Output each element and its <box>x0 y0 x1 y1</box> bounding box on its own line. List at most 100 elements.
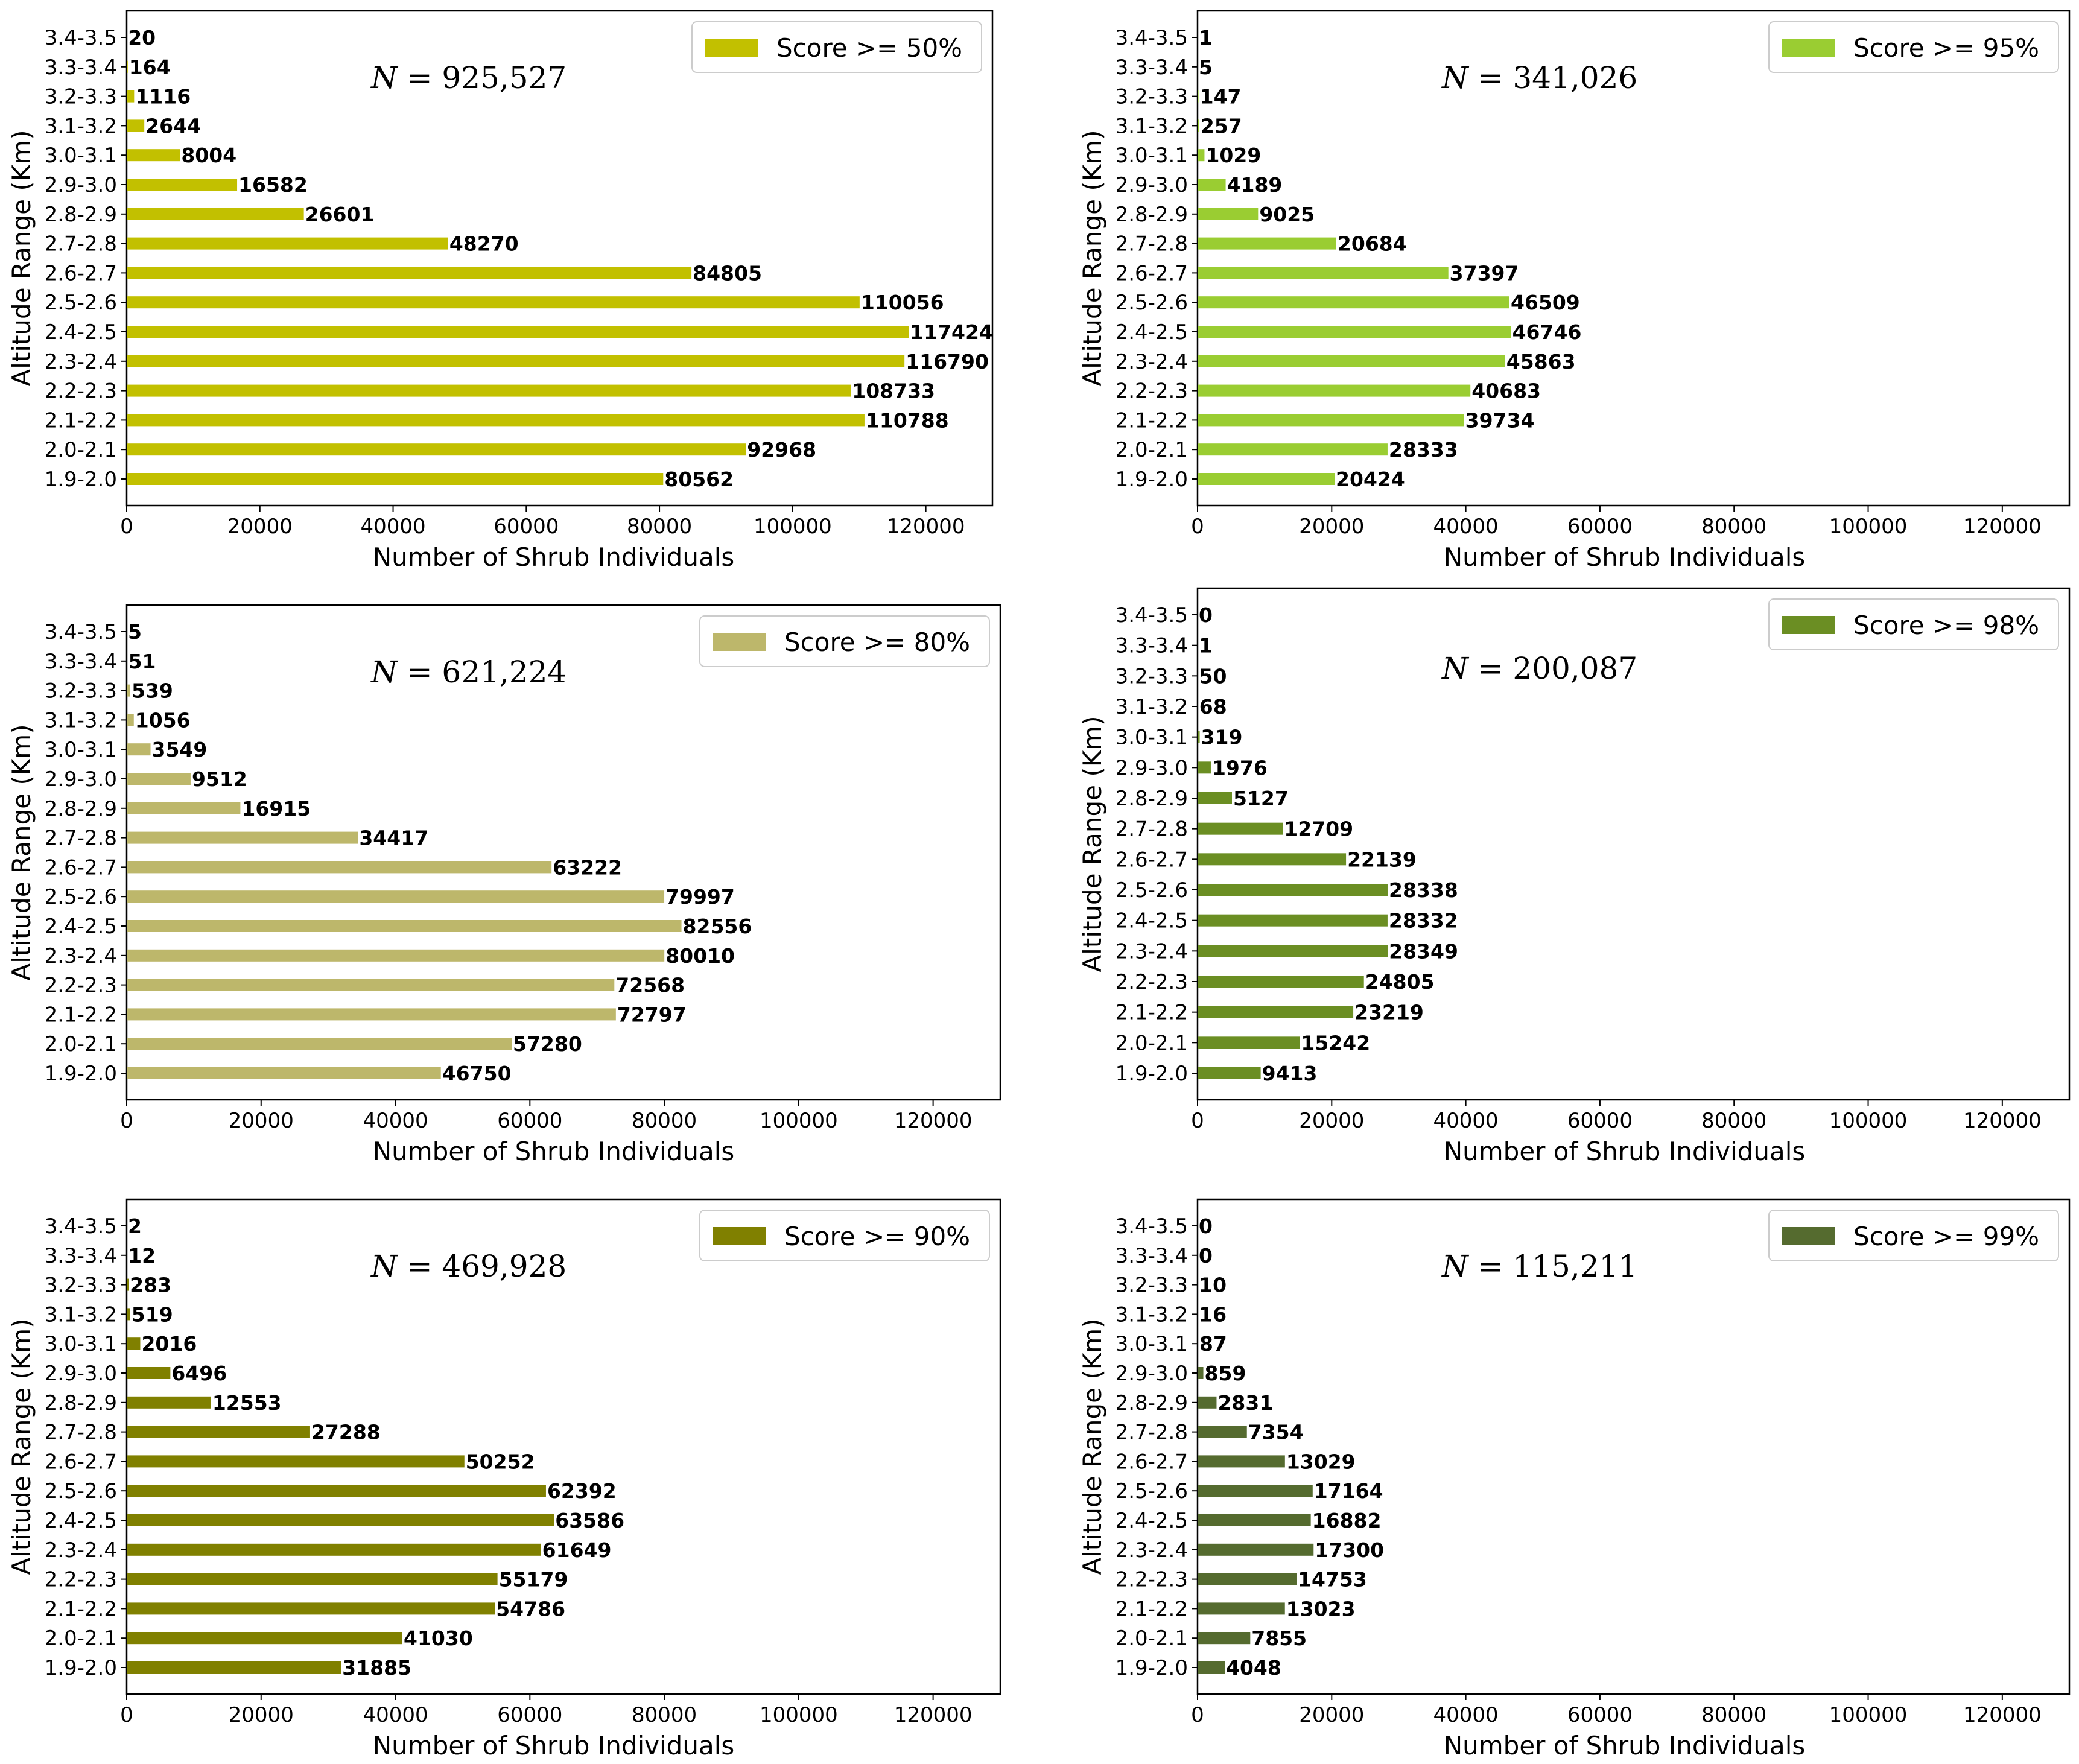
bar-2.0-2.1 <box>1198 1632 1251 1645</box>
x-axis-title: Number of Shrub Individuals <box>373 1137 735 1166</box>
y-axis-title: Altitude Range (Km) <box>1078 715 1107 972</box>
bar-2.8-2.9 <box>127 802 241 814</box>
legend-swatch <box>1782 39 1835 57</box>
data-label: 110788 <box>866 408 949 432</box>
y-tick-label: 2.8-2.9 <box>1116 1391 1188 1415</box>
x-tick-label: 120000 <box>887 515 965 539</box>
y-tick-label: 2.2-2.3 <box>45 974 117 998</box>
y-tick-label: 3.1-3.2 <box>45 1302 117 1327</box>
y-tick-label: 2.3-2.4 <box>1116 939 1188 963</box>
data-label: 79997 <box>665 885 735 909</box>
bar-2.1-2.2 <box>127 1008 616 1021</box>
data-label: 283 <box>130 1274 171 1297</box>
bar-3.0-3.1 <box>127 149 180 162</box>
data-label: 4048 <box>1226 1656 1281 1680</box>
y-tick-label: 3.0-3.1 <box>1116 1332 1188 1356</box>
y-tick-label: 3.0-3.1 <box>45 1332 117 1356</box>
x-tick-label: 120000 <box>1963 1109 2042 1133</box>
data-label: 62392 <box>547 1479 617 1503</box>
data-label: 51 <box>129 650 156 673</box>
y-tick-label: 2.0-2.1 <box>45 438 117 462</box>
data-label: 5127 <box>1233 787 1289 810</box>
legend-swatch <box>713 1227 766 1245</box>
y-tick-label: 2.9-3.0 <box>1116 173 1188 197</box>
data-label: 16 <box>1199 1302 1227 1326</box>
bar-1.9-2.0 <box>1198 473 1335 485</box>
data-label: 13029 <box>1286 1450 1356 1473</box>
data-label: 48270 <box>449 232 519 256</box>
chart-panel-5: 1.9-2.0 31885 2.0-2.1 41030 2.1-2.2 54786 2.2-… <box>7 1198 1001 1760</box>
chart-panel-4: 1.9-2.0 9413 2.0-2.1 15242 2.1-2.2 23219 2.2-2… <box>1078 587 2071 1166</box>
data-label: 6496 <box>171 1362 227 1385</box>
bar-2.9-3.0 <box>1198 1367 1204 1379</box>
bar-2.1-2.2 <box>1198 1602 1285 1615</box>
y-tick-label: 3.4-3.5 <box>1116 603 1188 627</box>
x-tick-label: 40000 <box>1433 1109 1499 1133</box>
x-tick-label: 0 <box>120 1109 133 1133</box>
y-tick-label: 3.2-3.3 <box>45 85 117 109</box>
bar-2.6-2.7 <box>1198 1455 1285 1468</box>
y-tick-label: 3.4-3.5 <box>1116 1214 1188 1239</box>
x-tick-label: 40000 <box>1433 515 1499 539</box>
x-tick-label: 40000 <box>1433 1703 1499 1727</box>
y-axis-title: Altitude Range (Km) <box>7 724 36 980</box>
bar-3.1-3.2 <box>127 714 134 726</box>
x-tick-label: 120000 <box>894 1109 973 1133</box>
y-tick-label: 2.2-2.3 <box>1116 1568 1188 1592</box>
y-tick-label: 1.9-2.0 <box>45 468 117 492</box>
x-tick-label: 80000 <box>1701 1703 1766 1727</box>
data-label: 22139 <box>1347 848 1417 871</box>
data-label: 41030 <box>404 1626 473 1650</box>
data-label: 5 <box>1199 56 1213 79</box>
y-tick-label: 2.3-2.4 <box>45 350 117 374</box>
bar-2.7-2.8 <box>1198 237 1336 250</box>
chart-panel-6: 1.9-2.0 4048 2.0-2.1 7855 2.1-2.2 13023 2.2-2.… <box>1078 1198 2071 1760</box>
data-label: 116790 <box>906 350 989 373</box>
bar-2.0-2.1 <box>127 443 746 456</box>
legend-label: Score >= 80% <box>784 627 970 657</box>
data-label: 31885 <box>342 1656 411 1680</box>
chart-panel-1: 1.9-2.0 80562 2.0-2.1 92968 2.1-2.2 110788 2.2… <box>7 10 994 572</box>
bar-2.8-2.9 <box>1198 792 1232 804</box>
data-label: 82556 <box>683 915 752 938</box>
bar-2.4-2.5 <box>1198 326 1511 338</box>
legend-box <box>699 1210 990 1261</box>
data-label: 539 <box>132 679 173 703</box>
y-tick-label: 2.2-2.3 <box>1116 970 1188 994</box>
x-tick-label: 60000 <box>1567 1703 1633 1727</box>
data-label: 0 <box>1199 1244 1213 1267</box>
bar-2.9-3.0 <box>127 1367 171 1379</box>
legend-box <box>699 615 990 667</box>
x-tick-label: 100000 <box>1829 1109 1908 1133</box>
bar-2.0-2.1 <box>1198 443 1388 456</box>
y-tick-label: 2.0-2.1 <box>1116 1031 1188 1055</box>
bar-2.4-2.5 <box>1198 1514 1311 1526</box>
axes-frame <box>125 1198 1001 1695</box>
data-label: 20 <box>128 26 156 49</box>
y-axis-title: Altitude Range (Km) <box>1078 1318 1107 1575</box>
bar-2.2-2.3 <box>127 1573 498 1585</box>
bar-1.9-2.0 <box>127 1661 341 1674</box>
data-label: 7855 <box>1251 1626 1307 1650</box>
legend-label: Score >= 50% <box>776 33 962 63</box>
data-label: 12 <box>128 1244 156 1267</box>
y-tick-label: 2.8-2.9 <box>45 797 117 821</box>
y-tick-label: 2.7-2.8 <box>1116 1421 1188 1445</box>
data-label: 257 <box>1201 114 1242 138</box>
data-label: 72568 <box>615 974 685 997</box>
bar-2.3-2.4 <box>1198 355 1505 367</box>
legend-label: Score >= 90% <box>784 1222 970 1251</box>
x-tick-label: 0 <box>1191 1109 1204 1133</box>
data-label: 0 <box>1199 1214 1213 1238</box>
x-tick-label: 100000 <box>760 1703 838 1727</box>
bar-2.9-3.0 <box>1198 761 1211 774</box>
data-label: 9413 <box>1262 1062 1318 1085</box>
x-tick-label: 100000 <box>760 1109 838 1133</box>
legend: Score >= 98% <box>1768 598 2059 650</box>
y-tick-label: 2.1-2.2 <box>45 1003 117 1027</box>
bar-2.1-2.2 <box>127 414 865 427</box>
y-tick-label: 2.5-2.6 <box>1116 878 1188 903</box>
bar-2.8-2.9 <box>1198 1396 1217 1409</box>
data-label: 46746 <box>1512 320 1582 344</box>
data-label: 859 <box>1205 1362 1246 1385</box>
